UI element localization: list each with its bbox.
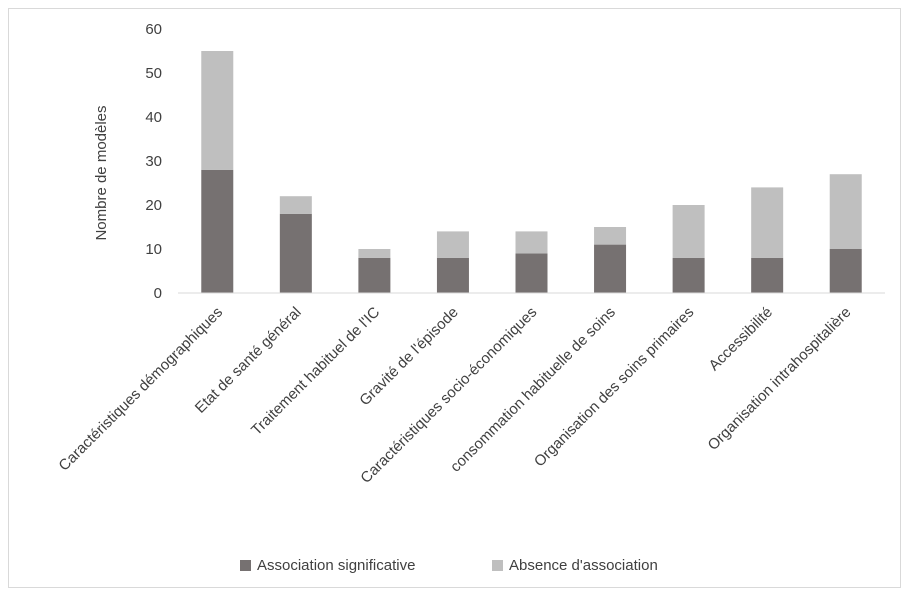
y-axis-label: Nombre de modèles bbox=[93, 105, 110, 240]
bar-segment-absence-association bbox=[279, 196, 312, 214]
bar-segment-absence-association bbox=[201, 51, 234, 170]
x-category-label: Organisation des soins primaires bbox=[531, 304, 697, 470]
y-tick-label: 0 bbox=[154, 285, 162, 302]
x-category-label: Traitement habituel de l'IC bbox=[248, 304, 383, 439]
bar-segment-association-significative bbox=[751, 257, 784, 293]
bar-segment-absence-association bbox=[672, 205, 705, 258]
y-tick-label: 60 bbox=[145, 21, 162, 38]
bar-segment-absence-association bbox=[358, 249, 391, 258]
bar-segment-association-significative bbox=[594, 244, 627, 293]
bar-segment-association-significative bbox=[279, 213, 312, 293]
bar-segment-absence-association bbox=[594, 227, 627, 245]
y-axis-ticks: 0 10 20 30 40 50 60 bbox=[145, 21, 162, 302]
chart-frame bbox=[8, 8, 901, 588]
legend-swatch bbox=[492, 560, 503, 571]
bar-segment-association-significative bbox=[515, 253, 548, 293]
bar-segment-association-significative bbox=[201, 169, 234, 293]
bar-segment-association-significative bbox=[829, 249, 862, 293]
x-category-label: Caractéristiques socio-économiques bbox=[357, 304, 540, 487]
bar-segment-association-significative bbox=[358, 257, 391, 293]
x-category-label: Accessibilité bbox=[706, 304, 776, 374]
bar-segment-absence-association bbox=[751, 187, 784, 258]
y-tick-label: 10 bbox=[145, 241, 162, 258]
x-category-label: Organisation intrahospitalière bbox=[705, 304, 855, 454]
bar-segment-absence-association bbox=[829, 174, 862, 249]
legend-swatch bbox=[240, 560, 251, 571]
bar-segment-association-significative bbox=[672, 257, 705, 293]
y-tick-label: 20 bbox=[145, 197, 162, 214]
x-category-label: consommation habituelle de soins bbox=[447, 304, 619, 476]
y-tick-label: 30 bbox=[145, 153, 162, 170]
bar-segment-absence-association bbox=[436, 231, 469, 258]
bars bbox=[201, 51, 862, 293]
x-category-label: Caractéristiques démographiques bbox=[55, 304, 226, 475]
legend: Association significative Absence d'assoc… bbox=[240, 557, 658, 574]
bar-segment-absence-association bbox=[515, 231, 548, 254]
y-tick-label: 50 bbox=[145, 65, 162, 82]
y-tick-label: 40 bbox=[145, 109, 162, 126]
legend-label: Association significative bbox=[257, 557, 415, 574]
bar-segment-association-significative bbox=[436, 257, 469, 293]
legend-label: Absence d'association bbox=[509, 557, 658, 574]
